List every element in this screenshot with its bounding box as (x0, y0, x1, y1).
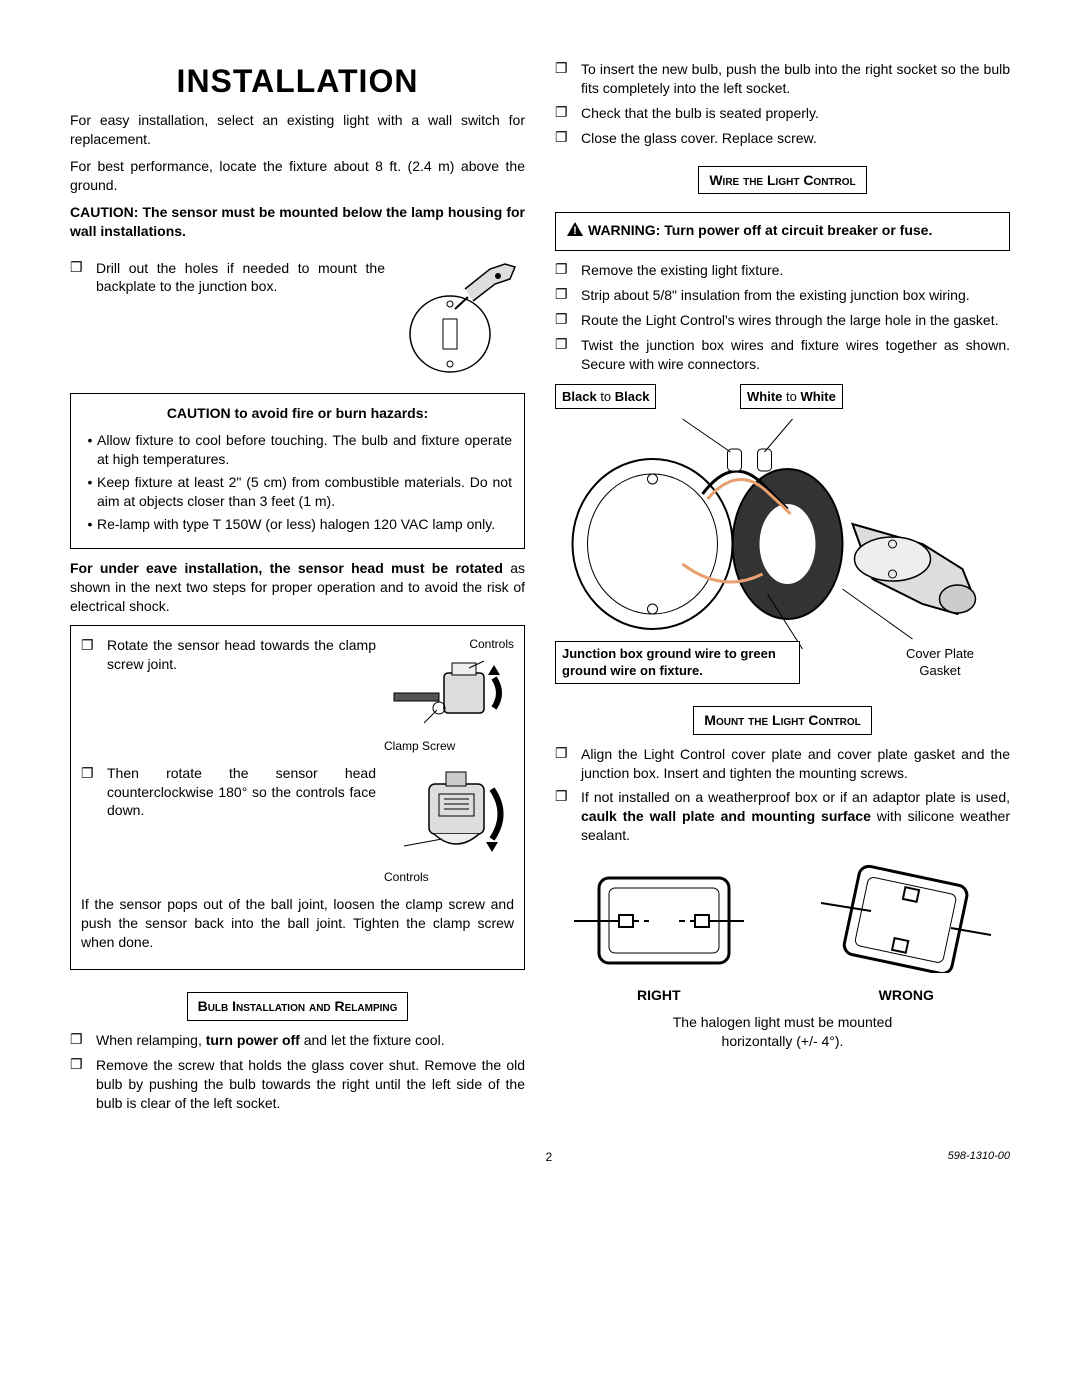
page-number: 2 (150, 1149, 948, 1165)
document-number: 598-1310-00 (948, 1149, 1010, 1165)
wire-step-1: Remove the existing light fixture. (581, 261, 1010, 280)
label-right: RIGHT (555, 986, 763, 1005)
label-black-black: Black to Black (555, 384, 656, 410)
label-wrong: WRONG (803, 986, 1011, 1005)
label-cover-gasket: Cover Plate Gasket (890, 645, 990, 680)
mount-section-header: Mount the Light Control (693, 706, 871, 735)
step-drill-holes: ❐ Drill out the holes if needed to mount… (70, 259, 385, 297)
checkbox-icon: ❐ (70, 1056, 88, 1073)
mount-step-1: Align the Light Control cover plate and … (581, 745, 1010, 783)
mount-wrong-diagram (803, 863, 1011, 978)
page-title: INSTALLATION (70, 60, 525, 103)
mount-step-2: If not installed on a weatherproof box o… (581, 788, 1010, 845)
checkbox-icon: ❐ (70, 1031, 88, 1048)
bulb-section-header: Bulb Installation and Relamping (187, 992, 409, 1021)
checkbox-icon: ❐ (555, 129, 573, 146)
bulb-step-2: ❐ Remove the screw that holds the glass … (70, 1056, 525, 1113)
rotate-down-diagram: Controls (384, 764, 514, 885)
label-ground: Junction box ground wire to green ground… (555, 641, 800, 684)
mount-orientation-diagrams (555, 863, 1010, 978)
left-column: INSTALLATION For easy installation, sele… (70, 60, 525, 1119)
sensor-pop-note: If the sensor pops out of the ball joint… (81, 895, 514, 952)
bulb-step-5: ❐ Close the glass cover. Replace screw. (555, 129, 1010, 148)
sensor-rotation-box: ❐ Rotate the sensor head towards the cla… (70, 625, 525, 970)
wire-step-3: Route the Light Control's wires through … (581, 311, 1010, 330)
wire-step-2: Strip about 5/8" insulation from the exi… (581, 286, 1010, 305)
caution-fire-box: CAUTION to avoid fire or burn hazards: •… (70, 393, 525, 548)
checkbox-icon: ❐ (70, 259, 88, 276)
intro-paragraph-2: For best performance, locate the fixture… (70, 157, 525, 195)
halogen-mount-note: The halogen light must be mounted horizo… (646, 1013, 919, 1051)
mount-right-diagram (555, 863, 763, 978)
svg-text:!: ! (573, 225, 577, 237)
page-footer: 2 598-1310-00 (70, 1149, 1010, 1165)
label-white-white: White to White (740, 384, 843, 410)
wire-step-4: Twist the junction box wires and fixture… (581, 336, 1010, 374)
warning-power-off: ! WARNING: Turn power off at circuit bre… (555, 212, 1010, 251)
eave-paragraph: For under eave installation, the sensor … (70, 559, 525, 616)
rotate-up-diagram: Controls Clamp Screw (384, 636, 514, 753)
bulb-step-1: ❐ When relamping, turn power off and let… (70, 1031, 525, 1050)
warning-icon: ! (566, 221, 584, 242)
caution-heading: CAUTION to avoid fire or burn hazards: (83, 404, 512, 423)
right-column: ❐ To insert the new bulb, push the bulb … (555, 60, 1010, 1119)
checkbox-icon: ❐ (81, 764, 99, 885)
two-column-layout: INSTALLATION For easy installation, sele… (70, 60, 1010, 1119)
bulb-step-3: ❐ To insert the new bulb, push the bulb … (555, 60, 1010, 98)
wire-section-header: Wire the Light Control (698, 166, 866, 195)
intro-paragraph-1: For easy installation, select an existin… (70, 111, 525, 149)
checkbox-icon: ❐ (555, 104, 573, 121)
caution-mount: CAUTION: The sensor must be mounted belo… (70, 203, 525, 241)
checkbox-icon: ❐ (81, 636, 99, 753)
checkbox-icon: ❐ (555, 60, 573, 77)
drill-diagram (395, 259, 525, 384)
wiring-diagram: Black to Black White to White (555, 384, 1010, 684)
bulb-step-4: ❐ Check that the bulb is seated properly… (555, 104, 1010, 123)
